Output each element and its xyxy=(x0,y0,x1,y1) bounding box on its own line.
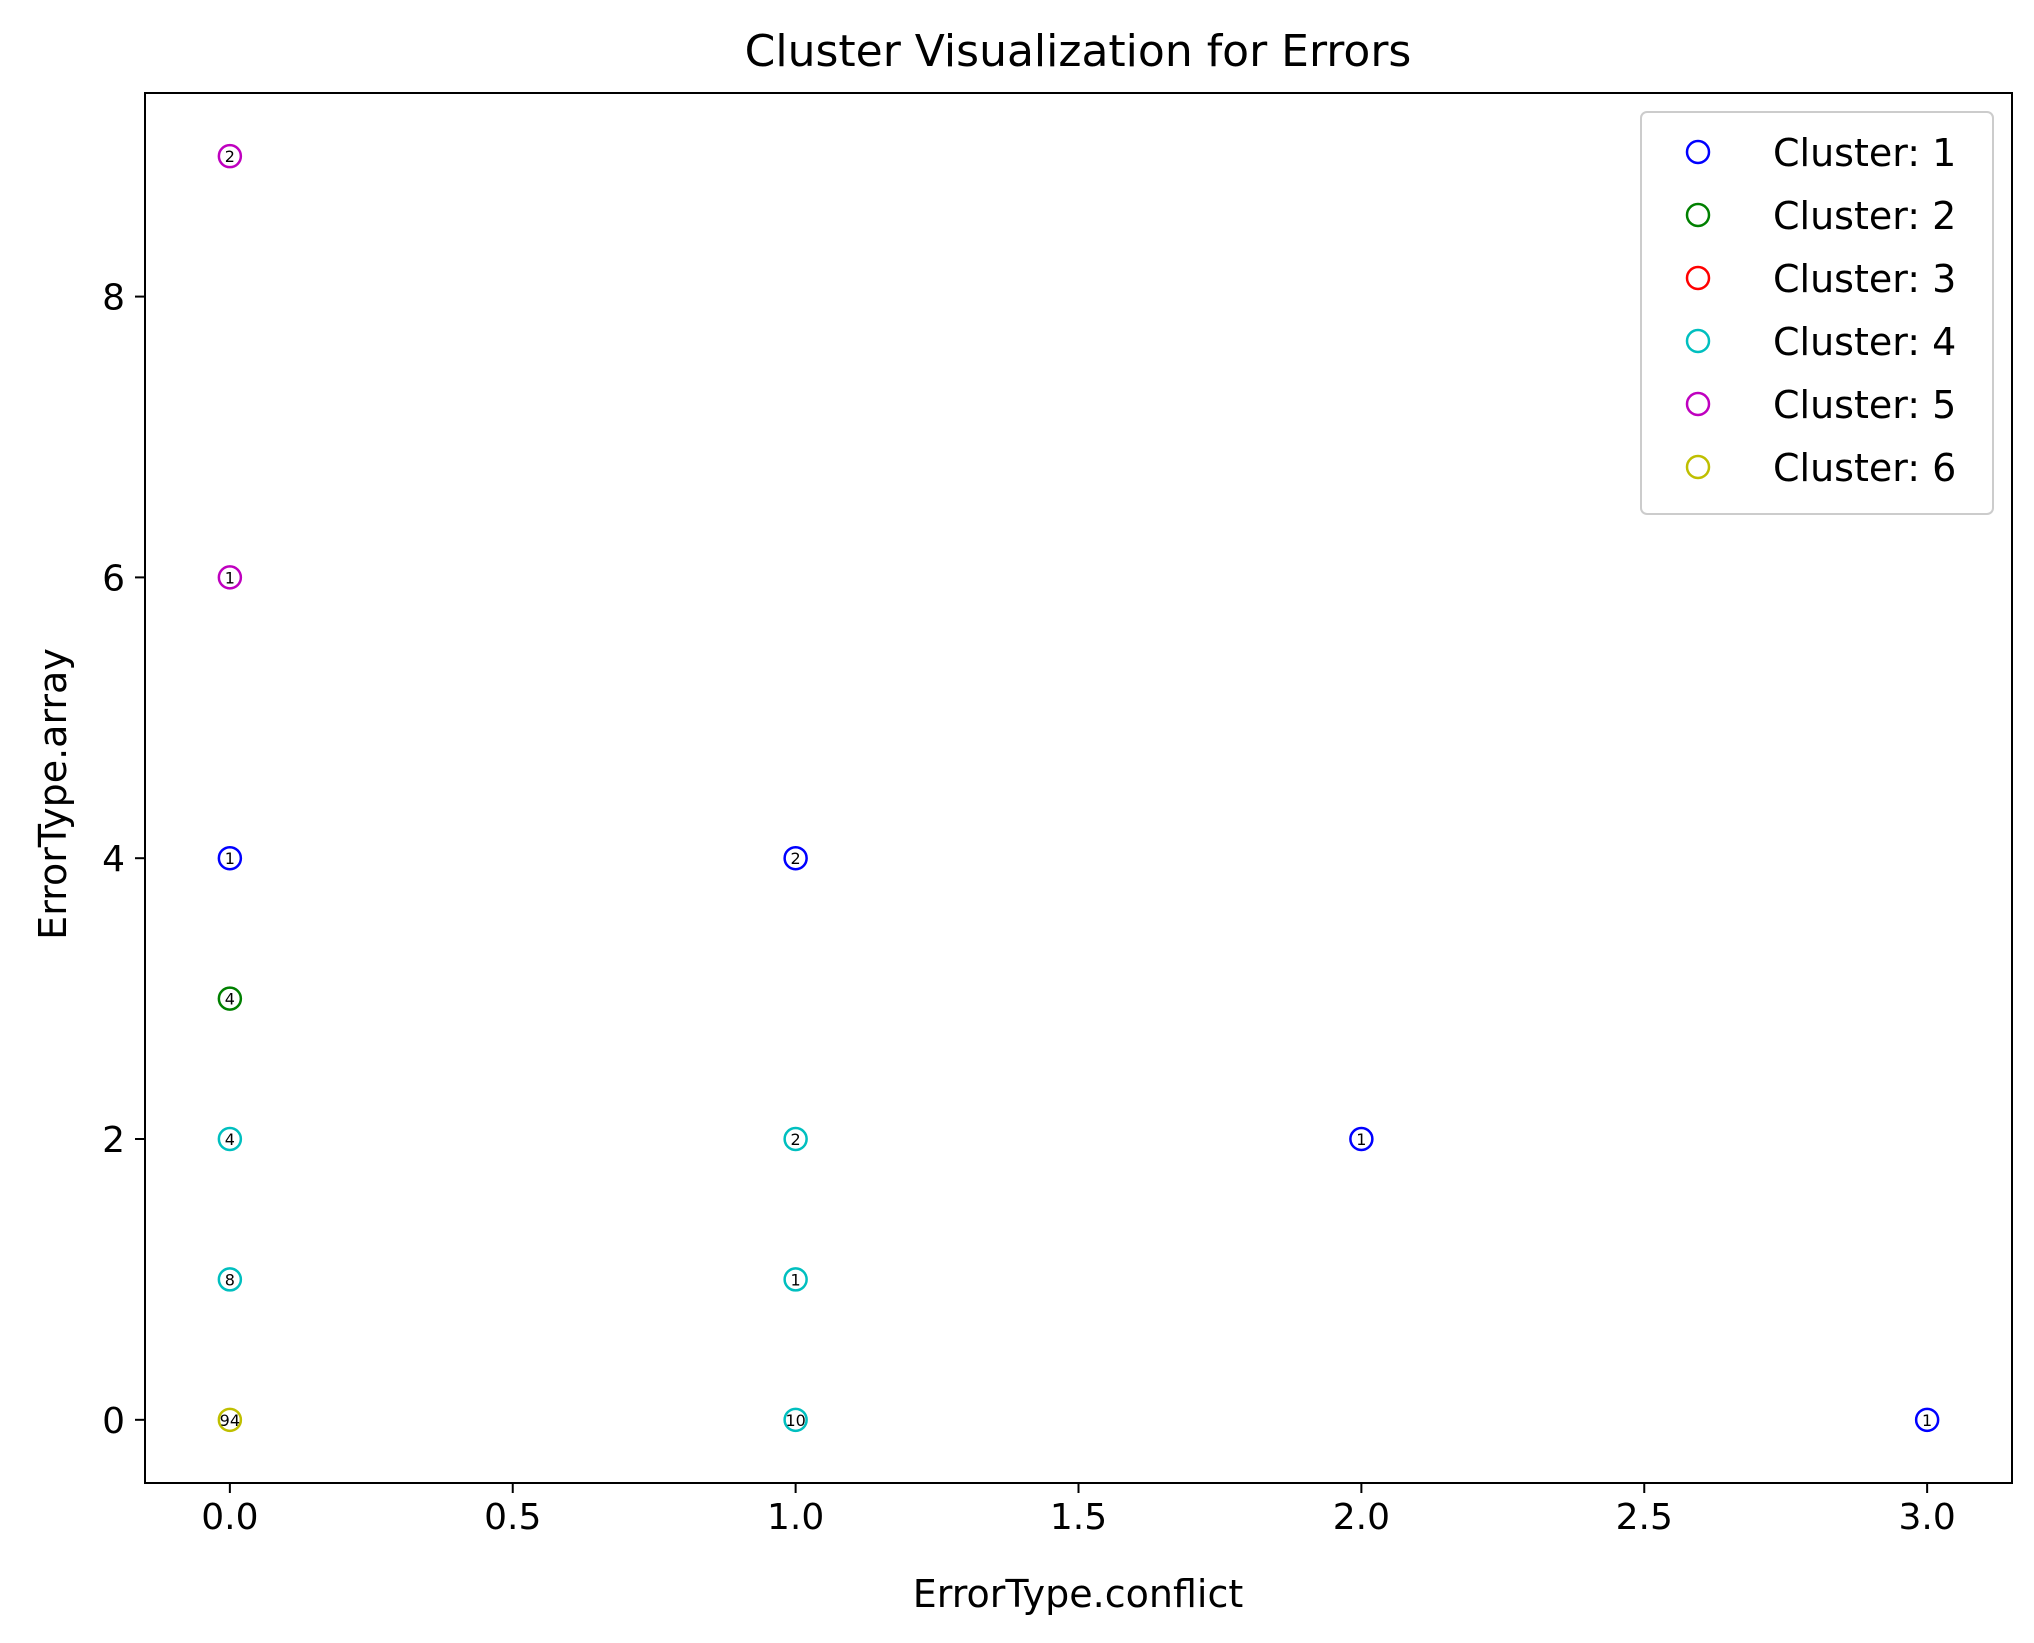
data-point xyxy=(783,1126,808,1152)
data-points: 1 2 1 1 4 4 8 2 1 10 2 1 94 xyxy=(217,143,1940,1433)
point-count-label: 2 xyxy=(791,1130,801,1149)
data-point xyxy=(783,1407,808,1433)
data-point xyxy=(217,565,243,590)
legend-marker xyxy=(1685,454,1711,480)
y-axis-label: ErrorType.array xyxy=(31,648,75,940)
axis-ticks: 0.0 0.5 1.0 1.5 2.0 2.5 3.0 0 2 4 6 8 xyxy=(102,278,1956,1538)
data-point xyxy=(217,986,243,1011)
point-count-label: 1 xyxy=(1922,1411,1932,1430)
x-tick-label: 3.0 xyxy=(1899,1497,1956,1538)
y-tick-label: 2 xyxy=(102,1120,125,1161)
data-point xyxy=(783,1267,808,1292)
point-count-label: 4 xyxy=(225,1130,235,1149)
point-count-label: 8 xyxy=(225,1270,235,1289)
x-tick-label: 2.0 xyxy=(1333,1497,1390,1538)
plot-frame xyxy=(144,92,2013,1484)
legend-entry-label: Cluster: 3 xyxy=(1773,257,1956,301)
data-point xyxy=(1349,1126,1374,1152)
data-point xyxy=(217,143,243,169)
legend-entry-label: Cluster: 4 xyxy=(1773,320,1956,364)
legend-marker xyxy=(1685,328,1711,354)
legend-entry-label: Cluster: 5 xyxy=(1773,383,1956,427)
point-count-label: 1 xyxy=(791,1270,801,1289)
chart-title: Cluster Visualization for Errors xyxy=(745,26,1412,77)
point-count-label: 2 xyxy=(225,147,235,166)
x-tick-label: 0.5 xyxy=(484,1497,541,1538)
point-count-label: 1 xyxy=(1356,1130,1366,1149)
legend-entry-label: Cluster: 2 xyxy=(1773,194,1956,238)
legend-marker xyxy=(1685,265,1711,291)
point-count-label: 2 xyxy=(791,849,801,868)
legend-box xyxy=(1640,111,1994,515)
x-tick-label: 1.5 xyxy=(1050,1497,1107,1538)
legend-entry-label: Cluster: 6 xyxy=(1773,446,1956,490)
data-point xyxy=(217,1126,243,1152)
y-tick-label: 6 xyxy=(102,558,125,599)
x-tick-label: 0.0 xyxy=(201,1497,258,1538)
x-tick-label: 2.5 xyxy=(1616,1497,1673,1538)
legend-entry-label: Cluster: 1 xyxy=(1773,131,1956,175)
legend-marker xyxy=(1685,139,1711,165)
y-tick-label: 0 xyxy=(102,1401,125,1442)
point-count-label: 1 xyxy=(225,568,235,587)
data-point xyxy=(783,845,808,871)
legend-marker xyxy=(1685,202,1711,228)
data-point xyxy=(1914,1407,1940,1433)
x-tick-label: 1.0 xyxy=(767,1497,824,1538)
point-count-label: 10 xyxy=(785,1411,805,1430)
data-point xyxy=(217,845,243,871)
point-count-label: 1 xyxy=(225,849,235,868)
y-tick-label: 4 xyxy=(102,839,125,880)
legend-marker xyxy=(1685,391,1711,417)
y-tick-label: 8 xyxy=(102,278,125,319)
point-count-label: 4 xyxy=(225,990,235,1009)
point-count-label: 94 xyxy=(220,1411,240,1430)
x-axis-label: ErrorType.conflict xyxy=(913,1572,1244,1616)
legend: Cluster: 1 Cluster: 2 Cluster: 3 Cluster: 4… xyxy=(1640,111,1994,515)
data-point xyxy=(217,1267,243,1292)
data-point xyxy=(217,1407,243,1433)
